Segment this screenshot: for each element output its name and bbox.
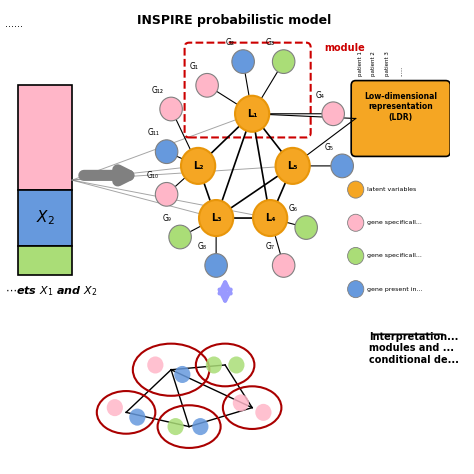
Circle shape (199, 200, 233, 236)
Circle shape (253, 200, 287, 236)
Text: patient 2: patient 2 (371, 51, 376, 76)
Text: G₁₀: G₁₀ (147, 171, 159, 180)
Circle shape (160, 97, 182, 121)
Text: $X_2$: $X_2$ (36, 209, 55, 228)
Text: L₄: L₄ (265, 213, 275, 223)
Circle shape (205, 254, 228, 277)
Circle shape (295, 216, 318, 239)
Text: patient 3: patient 3 (385, 51, 390, 76)
Circle shape (233, 394, 249, 411)
Text: L₅: L₅ (287, 161, 298, 171)
Text: patient 1: patient 1 (358, 51, 363, 76)
Text: G₄: G₄ (315, 91, 324, 100)
Circle shape (322, 102, 345, 126)
Text: ......: ...... (4, 19, 22, 29)
Circle shape (347, 247, 364, 264)
Circle shape (275, 148, 310, 184)
Circle shape (232, 50, 255, 73)
FancyBboxPatch shape (351, 81, 450, 156)
Circle shape (129, 409, 146, 426)
Text: G₁₂: G₁₂ (152, 86, 164, 95)
Text: G₈: G₈ (198, 242, 207, 251)
Circle shape (347, 214, 364, 231)
Text: ......: ...... (398, 65, 403, 76)
Text: G₇: G₇ (266, 242, 274, 251)
Text: $\cdots$ets $X_1$ and $X_2$: $\cdots$ets $X_1$ and $X_2$ (4, 284, 97, 298)
Text: L₁: L₁ (247, 109, 257, 119)
FancyBboxPatch shape (18, 246, 72, 275)
Circle shape (107, 399, 123, 416)
Text: G₅: G₅ (324, 143, 333, 152)
Circle shape (192, 418, 209, 435)
Circle shape (155, 140, 178, 164)
Text: G₂: G₂ (225, 38, 234, 47)
Circle shape (273, 254, 295, 277)
Circle shape (169, 225, 191, 249)
Text: L₂: L₂ (193, 161, 203, 171)
Text: latent variables: latent variables (367, 187, 416, 192)
Text: gene specificall...: gene specificall... (367, 254, 422, 258)
FancyBboxPatch shape (18, 85, 72, 190)
Text: gene present in...: gene present in... (367, 287, 422, 292)
Circle shape (331, 154, 354, 178)
Circle shape (167, 418, 184, 435)
Circle shape (196, 73, 219, 97)
Text: G₁₁: G₁₁ (147, 128, 159, 137)
Text: G₃: G₃ (265, 38, 274, 47)
Circle shape (228, 356, 245, 374)
Circle shape (273, 50, 295, 73)
Text: gene specificall...: gene specificall... (367, 220, 422, 225)
Text: module: module (324, 43, 365, 53)
Circle shape (181, 148, 215, 184)
Text: INSPIRE probabilistic model: INSPIRE probabilistic model (137, 14, 331, 27)
Text: Low-dimensional
representation
(LDR): Low-dimensional representation (LDR) (364, 92, 437, 121)
Circle shape (174, 366, 191, 383)
Circle shape (235, 96, 269, 132)
Text: G₉: G₉ (162, 214, 171, 223)
Circle shape (147, 356, 164, 374)
Text: Interpretation...
modules and ...
conditional de...: Interpretation... modules and ... condit… (369, 332, 459, 365)
Text: L₃: L₃ (211, 213, 221, 223)
Text: G₆: G₆ (288, 204, 297, 213)
Circle shape (155, 182, 178, 206)
Circle shape (347, 181, 364, 198)
Circle shape (347, 281, 364, 298)
Circle shape (206, 356, 222, 374)
Circle shape (255, 404, 272, 421)
FancyBboxPatch shape (18, 190, 72, 246)
Text: G₁: G₁ (189, 62, 198, 71)
